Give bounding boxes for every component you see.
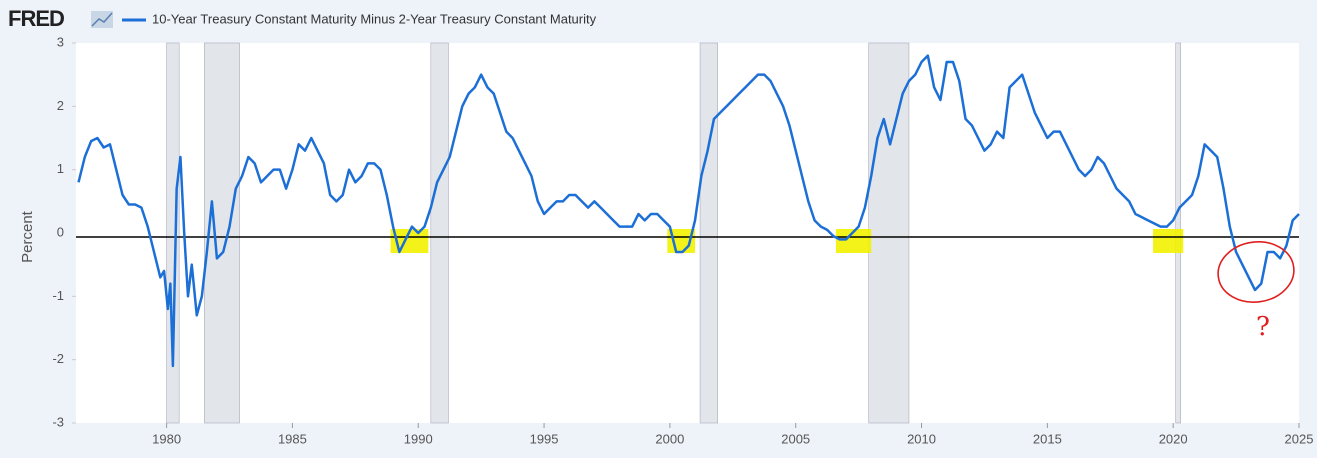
y-tick-label: 2 [57,98,64,113]
y-axis-label: Percent [19,210,36,263]
recession-band [868,42,910,424]
annotation: ? [1256,312,1270,342]
logo: FRED [8,6,64,31]
recession-band [204,42,240,424]
hand-circle [1217,241,1295,303]
x-tick-label: 2010 [907,431,936,446]
x-tick-label: 1995 [530,431,559,446]
plot-layer: 3 2 1 0 -1 -2 -3 1980 1985 1990 1995 2000 2005 2010 20… [52,34,1313,446]
x-tick-label: 2025 [1285,431,1314,446]
highlight [1153,229,1184,253]
x-tick-label: 2000 [655,431,684,446]
data-line [77,54,1300,368]
x-tick-label: 2015 [1033,431,1062,446]
x-tick-label: 1980 [152,431,181,446]
legend-label: 10-Year Treasury Constant Maturity Minus… [152,11,597,26]
x-tick-label: 1985 [278,431,307,446]
y-tick-label: -3 [52,414,64,429]
logo-icon [91,11,113,28]
x-tick-label: 2020 [1159,431,1188,446]
y-tick-label: -1 [52,288,64,303]
y-tick-label: -2 [52,351,64,366]
recession-band [166,42,180,424]
x-tick-label: 2005 [781,431,810,446]
recession-band [430,42,449,424]
y-tick-label: 0 [57,224,64,239]
x-tick-label: 1990 [404,431,433,446]
y-tick-label: 1 [57,161,64,176]
y-tick-label: 3 [57,34,64,49]
recession-band [699,42,718,424]
